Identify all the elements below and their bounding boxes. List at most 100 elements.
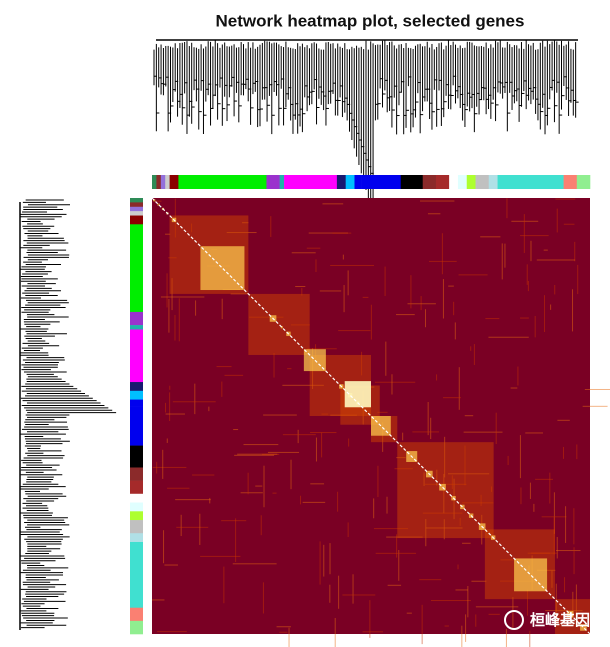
heat-speckle [165,413,185,415]
heat-speckle [352,574,354,604]
heat-speckle [436,469,438,486]
heat-speckle [221,381,223,397]
heat-speckle [174,315,176,341]
heat-speckle [556,208,558,233]
heat-speckle [505,628,507,647]
module-segment [130,311,143,326]
heat-speckle [576,444,578,460]
heat-speckle [169,385,171,390]
heat-speckle [554,284,556,295]
heat-speckle [396,534,398,558]
heat-speckle [572,289,574,332]
heat-speckle [573,508,575,545]
heat-speckle [420,200,455,202]
heat-speckle [402,432,404,441]
heat-speckle [406,612,412,614]
module-core [157,203,160,206]
module-segment [266,175,280,189]
heat-speckle [165,233,171,235]
heat-speckle [394,468,413,470]
heat-speckle [464,445,466,486]
heat-speckle [319,290,342,292]
heat-speckle [517,366,519,386]
heat-speckle [342,254,344,260]
heat-speckle [208,406,210,412]
heat-speckle [291,252,316,254]
heat-speckle [462,542,471,544]
heat-speckle [510,387,518,389]
heat-speckle [491,486,493,492]
heat-speckle [377,411,388,413]
heat-speckle [200,555,241,557]
module-segment [130,224,143,313]
heat-speckle [166,438,168,443]
heat-speckle [424,309,426,328]
heat-speckle [338,575,340,609]
heat-speckle [480,236,501,238]
module-segment [130,202,143,208]
module-segment [130,338,143,383]
module-segment [130,445,143,468]
heat-speckle [199,513,201,545]
heat-speckle [321,432,323,458]
heat-speckle [550,304,552,310]
heat-speckle [488,336,529,338]
heat-speckle [382,422,384,452]
heat-speckle [461,625,463,647]
module-segment [169,175,179,189]
heat-speckle [506,198,508,219]
module-segment [130,329,143,339]
module-segment [130,406,143,446]
heat-speckle [553,517,555,555]
heat-speckle [216,366,232,368]
heat-speckle [467,585,469,618]
heat-speckle [421,604,423,645]
heat-speckle [387,584,402,586]
module-segment [354,175,362,189]
heat-speckle [347,522,349,538]
heat-speckle [420,296,422,311]
heat-speckle [321,413,329,415]
module-segment [488,175,498,189]
module-core [514,558,548,592]
module-segment [336,175,346,189]
heat-speckle [162,449,164,479]
heat-speckle [582,405,608,407]
heat-speckle [153,200,162,202]
heat-speckle [194,383,196,415]
heat-speckle [520,235,549,237]
heat-speckle [443,519,445,540]
heat-speckle [369,600,371,638]
heat-speckle [462,502,494,504]
heat-speckle [412,431,439,433]
heat-speckle [529,630,531,647]
module-segment [178,175,267,189]
heat-speckle [300,495,302,505]
heat-speckle [384,266,386,296]
heat-speckle [375,552,417,554]
heat-speckle [233,429,239,431]
heat-speckle [343,285,345,313]
heat-speckle [288,627,290,647]
heat-speckle [362,631,384,633]
heat-speckle [249,316,284,318]
heat-speckle [453,301,455,316]
module-segment [130,215,143,225]
heat-speckle [291,324,310,326]
heat-speckle [374,381,416,383]
heat-speckle [157,631,187,633]
module-segment [152,175,157,189]
heat-speckle [232,563,277,565]
heat-speckle [301,287,303,296]
heat-speckle [243,444,279,446]
heat-speckle [536,259,576,261]
module-segment [130,541,143,609]
heat-speckle [370,304,372,340]
heat-speckle [315,259,317,273]
heat-speckle [504,243,506,268]
heat-speckle [302,501,326,503]
heat-speckle [519,435,521,479]
heat-speckle [332,232,352,234]
heat-speckle [221,298,223,320]
heat-speckle [436,374,438,381]
